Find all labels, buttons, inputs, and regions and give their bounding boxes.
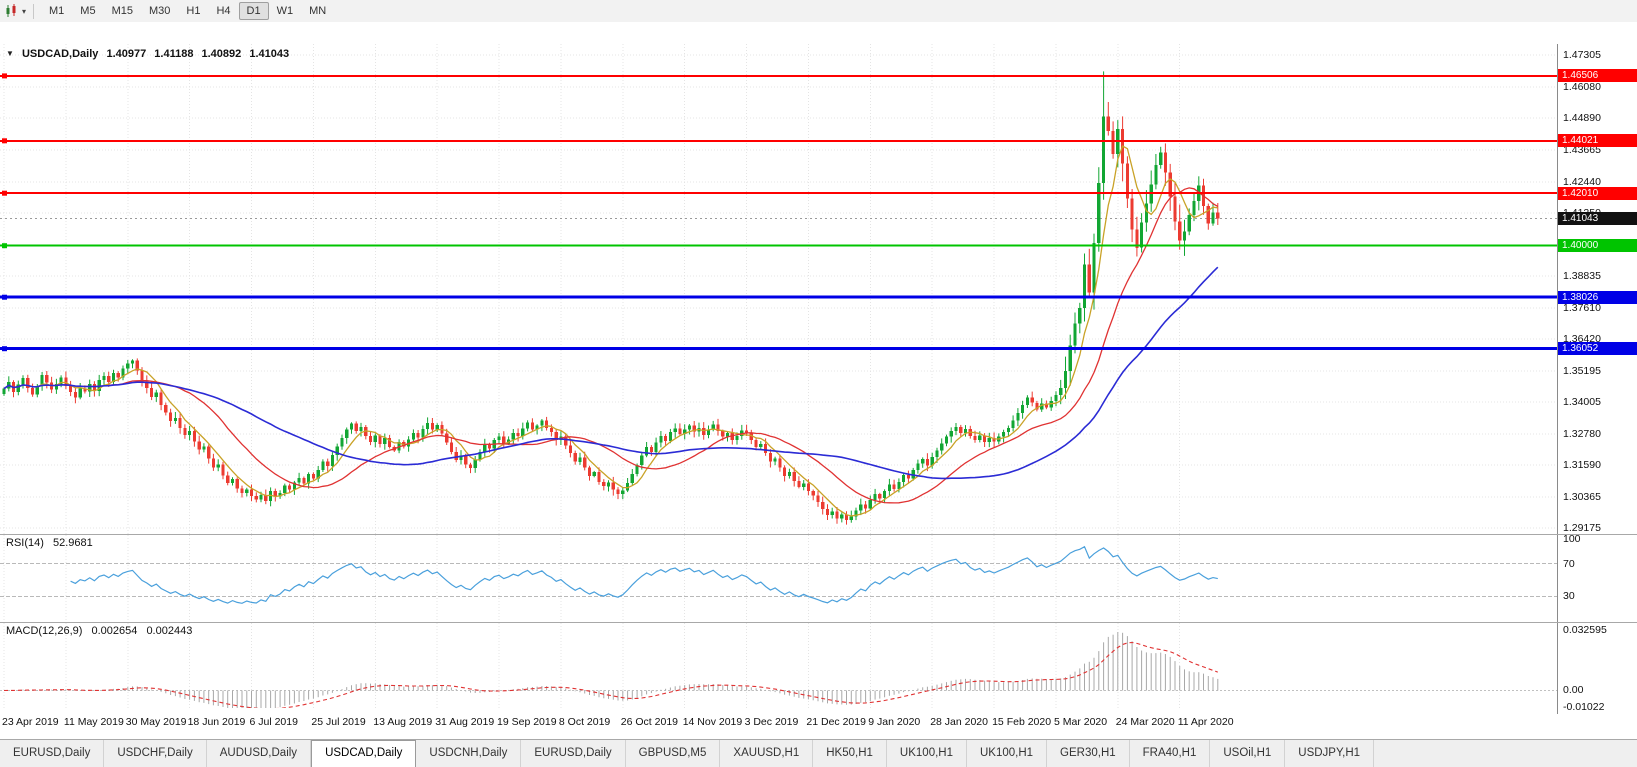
timeframe-button-d1[interactable]: D1 bbox=[238, 2, 269, 20]
date-label: 31 Aug 2019 bbox=[435, 716, 495, 728]
chart-tab-ger30-h1[interactable]: GER30,H1 bbox=[1047, 740, 1130, 767]
price-tick: 1.38835 bbox=[1563, 270, 1601, 283]
price-tick: 1.36420 bbox=[1563, 333, 1601, 346]
date-label: 19 Sep 2019 bbox=[497, 716, 557, 728]
candlestick-chart-icon bbox=[6, 4, 16, 17]
low-value: 1.40892 bbox=[201, 48, 242, 60]
date-label: 6 Jul 2019 bbox=[249, 716, 298, 728]
price-tick: 1.46080 bbox=[1563, 81, 1601, 94]
date-label: 9 Jan 2020 bbox=[868, 716, 921, 728]
level-price-label: 1.42010 bbox=[1558, 186, 1637, 200]
price-tick: 1.32780 bbox=[1563, 428, 1601, 441]
symbol-period-label: USDCAD,Daily bbox=[21, 48, 99, 60]
current-price-label: 1.41043 bbox=[1558, 211, 1637, 225]
date-label: 15 Feb 2020 bbox=[992, 716, 1052, 728]
price-tick: 1.34005 bbox=[1563, 396, 1601, 409]
price-tick: 1.31590 bbox=[1563, 459, 1601, 472]
chart-tab-uk100-h1[interactable]: UK100,H1 bbox=[967, 740, 1048, 767]
chevron-down-icon: ▾ bbox=[22, 6, 27, 16]
price-tick: 1.42440 bbox=[1563, 176, 1601, 189]
chart-title: ▼ USDCAD,Daily 1.40977 1.41188 1.40892 1… bbox=[6, 48, 294, 60]
date-label: 11 Apr 2020 bbox=[1177, 716, 1234, 728]
macd-label: MACD(12,26,9) 0.002654 0.002443 bbox=[6, 625, 198, 637]
level-price-label: 1.40000 bbox=[1558, 239, 1637, 253]
timeframe-button-h4[interactable]: H4 bbox=[216, 5, 231, 17]
main-chart-canvas[interactable] bbox=[0, 44, 1557, 534]
chart-tab-usoil-h1[interactable]: USOil,H1 bbox=[1210, 740, 1286, 767]
open-value: 1.40977 bbox=[106, 48, 147, 60]
chart-tab-bar: EURUSD,Daily USDCHF,Daily AUDUSD,Daily USDC… bbox=[0, 739, 1637, 767]
chart-tab-xauusd-h1[interactable]: XAUUSD,H1 bbox=[720, 740, 814, 767]
macd-tick: 0.00 bbox=[1563, 684, 1584, 697]
timeframe-button-mn[interactable]: MN bbox=[309, 5, 327, 17]
time-axis[interactable]: 23 Apr 2019 11 May 2019 30 May 2019 18 Jun … bbox=[0, 714, 1637, 730]
rsi-tick: 30 bbox=[1563, 590, 1575, 603]
date-label: 14 Nov 2019 bbox=[682, 716, 743, 728]
price-axis[interactable]: 1.473051.460801.448901.436651.424401.412… bbox=[1557, 44, 1637, 714]
chart-window[interactable]: ▼ USDCAD,Daily 1.40977 1.41188 1.40892 1… bbox=[0, 22, 1637, 730]
high-value: 1.41188 bbox=[154, 48, 194, 60]
level-price-label: 1.36052 bbox=[1558, 342, 1637, 356]
rsi-current-value: 52.9681 bbox=[52, 537, 93, 549]
rsi-name: RSI(14) bbox=[6, 537, 44, 549]
rsi-label: RSI(14) 52.9681 bbox=[6, 537, 99, 549]
date-label: 11 May 2019 bbox=[63, 716, 124, 728]
chart-collapse-icon[interactable]: ▼ bbox=[6, 49, 14, 58]
date-label: 13 Aug 2019 bbox=[373, 716, 433, 728]
level-price-label: 1.38026 bbox=[1558, 290, 1637, 304]
date-label: 26 Oct 2019 bbox=[620, 716, 679, 728]
price-tick: 1.29175 bbox=[1563, 522, 1601, 535]
chart-tab-fra40-h1[interactable]: FRA40,H1 bbox=[1130, 740, 1211, 767]
rsi-canvas[interactable] bbox=[0, 535, 1557, 621]
timeframe-button-m1[interactable]: M1 bbox=[49, 5, 65, 17]
date-label: 8 Oct 2019 bbox=[558, 716, 611, 728]
timeframe-button-w1[interactable]: W1 bbox=[276, 5, 294, 17]
price-tick: 1.35195 bbox=[1563, 365, 1601, 378]
macd-canvas[interactable] bbox=[0, 623, 1557, 713]
price-tick: 1.47305 bbox=[1563, 49, 1601, 62]
chart-tab-audusd-daily[interactable]: AUDUSD,Daily bbox=[207, 740, 312, 767]
date-label: 3 Dec 2019 bbox=[744, 716, 799, 728]
macd-signal-value: 0.002443 bbox=[146, 625, 193, 637]
date-label: 5 Mar 2020 bbox=[1054, 716, 1108, 728]
close-value: 1.41043 bbox=[249, 48, 290, 60]
chart-tab-usdchf-daily[interactable]: USDCHF,Daily bbox=[104, 740, 207, 767]
macd-tick: 0.032595 bbox=[1563, 624, 1607, 636]
timeframe-group: M1 M5 M15 M30 H1 H4 D1 W1 MN bbox=[41, 2, 334, 20]
toolbar-separator bbox=[33, 3, 35, 19]
date-label: 30 May 2019 bbox=[125, 716, 187, 728]
chart-tab-gbpusd-m5[interactable]: GBPUSD,M5 bbox=[626, 740, 721, 767]
chart-tab-usdjpy-h1[interactable]: USDJPY,H1 bbox=[1285, 740, 1375, 767]
date-label: 21 Dec 2019 bbox=[806, 716, 866, 728]
chart-tab-eurusd-daily[interactable]: EURUSD,Daily bbox=[521, 740, 626, 767]
chart-type-button[interactable]: ▾ bbox=[5, 4, 26, 18]
rsi-tick: 100 bbox=[1563, 533, 1581, 546]
price-tick: 1.37610 bbox=[1563, 302, 1601, 315]
price-tick: 1.44890 bbox=[1563, 112, 1601, 125]
level-price-label: 1.46506 bbox=[1558, 69, 1637, 83]
chart-tab-usdcad-daily[interactable]: USDCAD,Daily bbox=[311, 740, 417, 767]
date-label: 28 Jan 2020 bbox=[930, 716, 988, 728]
date-label: 23 Apr 2019 bbox=[2, 716, 59, 728]
price-tick: 1.30365 bbox=[1563, 491, 1601, 504]
date-label: 18 Jun 2019 bbox=[187, 716, 246, 728]
macd-tick: -0.01022 bbox=[1563, 701, 1605, 713]
chart-tab-eurusd-daily[interactable]: EURUSD,Daily bbox=[0, 740, 105, 767]
timeframe-button-m15[interactable]: M15 bbox=[111, 5, 133, 17]
timeframe-button-h1[interactable]: H1 bbox=[186, 5, 201, 17]
rsi-tick: 70 bbox=[1563, 557, 1575, 570]
top-toolbar: ▾ M1 M5 M15 M30 H1 H4 D1 W1 MN bbox=[0, 0, 1637, 23]
macd-name: MACD(12,26,9) bbox=[6, 625, 83, 637]
chart-tab-uk100-h1[interactable]: UK100,H1 bbox=[887, 740, 967, 767]
chart-tab-usdcnh-daily[interactable]: USDCNH,Daily bbox=[416, 740, 522, 767]
timeframe-button-m30[interactable]: M30 bbox=[148, 5, 171, 17]
panel-separator[interactable] bbox=[0, 534, 1637, 535]
date-label: 25 Jul 2019 bbox=[311, 716, 366, 728]
chart-tab-hk50-h1[interactable]: HK50,H1 bbox=[813, 740, 887, 767]
level-price-label: 1.44021 bbox=[1558, 134, 1637, 148]
panel-separator[interactable] bbox=[0, 622, 1637, 623]
timeframe-button-m5[interactable]: M5 bbox=[80, 5, 96, 17]
date-label: 24 Mar 2020 bbox=[1115, 716, 1175, 728]
macd-main-value: 0.002654 bbox=[91, 625, 138, 637]
